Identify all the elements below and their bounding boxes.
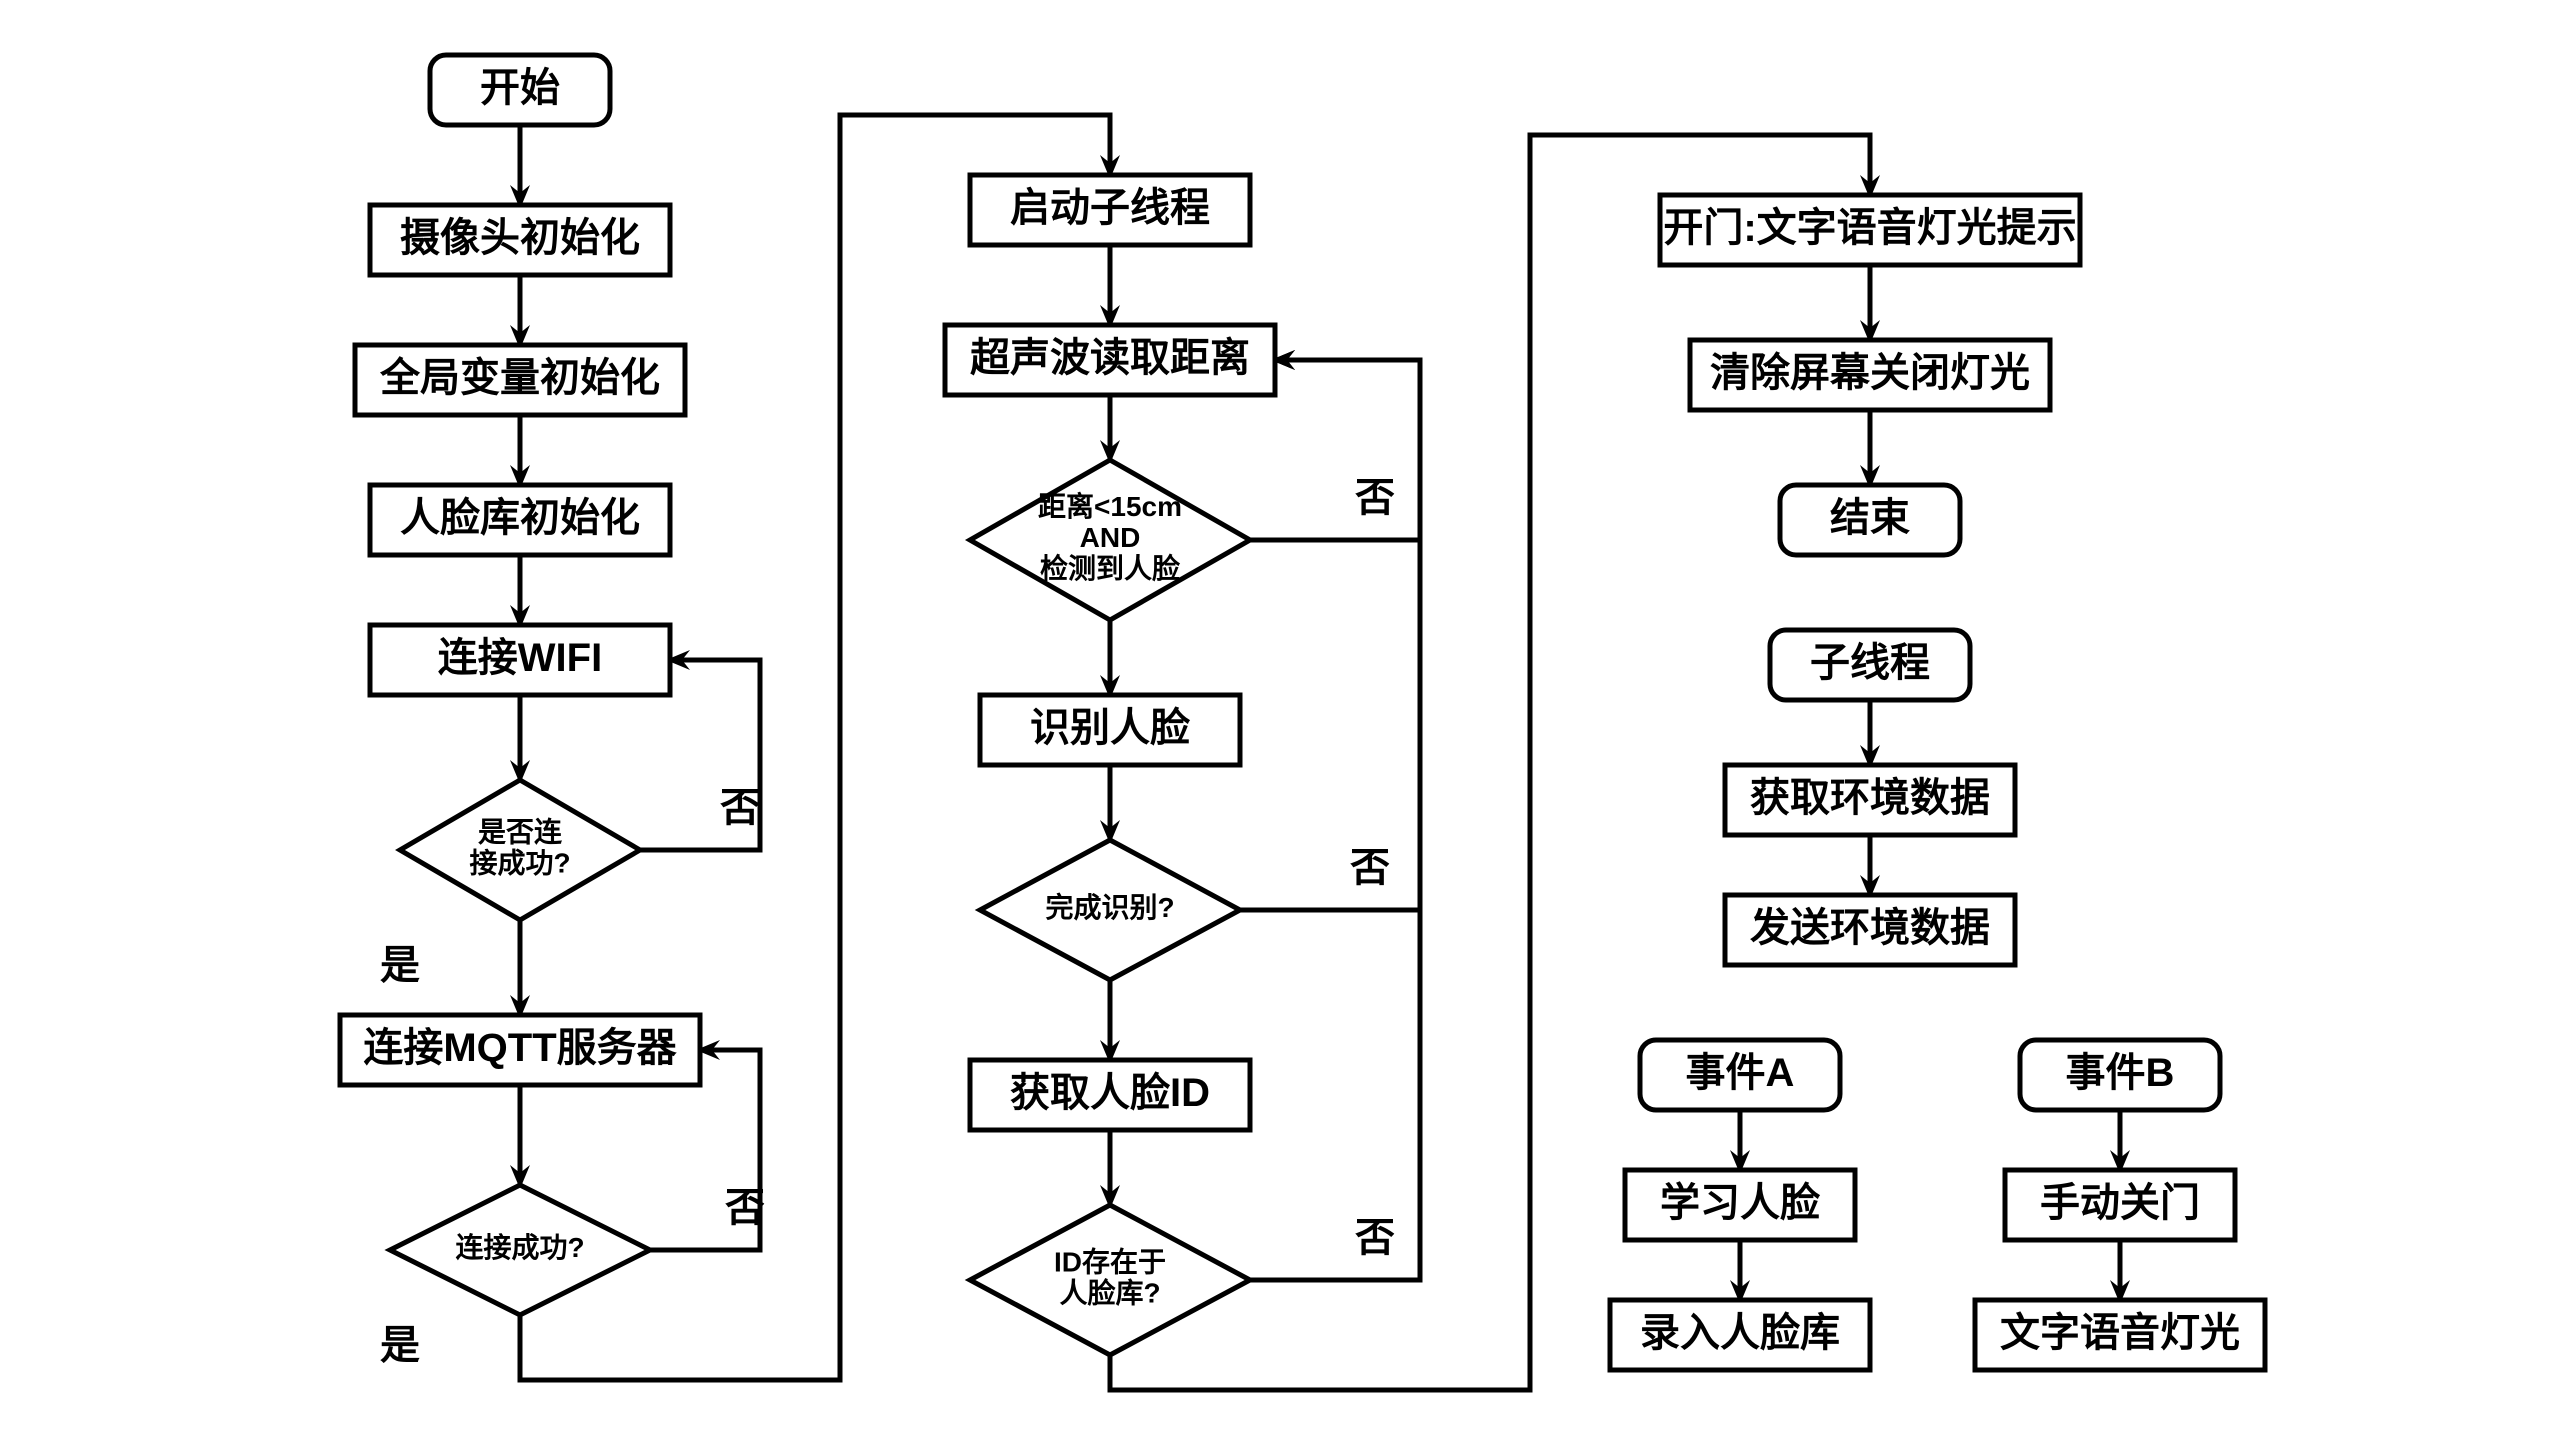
node-label-ultra: 超声波读取距离 xyxy=(970,336,1250,380)
node-label-getenv: 获取环境数据 xyxy=(1750,776,1990,820)
node-label-cam_init: 摄像头初始化 xyxy=(400,216,640,260)
node-label-closedoor: 手动关门 xyxy=(2040,1181,2200,1225)
node-label-open: 开门:文字语音灯光提示 xyxy=(1663,206,2076,250)
svg-text:否: 否 xyxy=(1350,846,1390,890)
node-label-recognize: 识别人脸 xyxy=(1030,706,1191,750)
node-label-subthread: 子线程 xyxy=(1810,641,1930,685)
node-label-eventB: 事件B xyxy=(2066,1051,2175,1095)
node-label-done: 完成识别? xyxy=(1045,891,1174,923)
node-label-getid: 获取人脸ID xyxy=(1010,1071,1210,1115)
svg-text:否: 否 xyxy=(1355,1216,1395,1260)
node-label-mqtt: 连接MQTT服务器 xyxy=(363,1026,677,1070)
node-label-learn: 学习人脸 xyxy=(1660,1181,1821,1225)
node-label-eventA: 事件A xyxy=(1686,1051,1795,1095)
flowchart-canvas: 是否否是否否否开始摄像头初始化全局变量初始化人脸库初始化连接WIFI是否连接成功… xyxy=(0,0,2560,1440)
node-label-thread: 启动子线程 xyxy=(1010,186,1210,230)
node-label-idexists: ID存在于人脸库? xyxy=(1054,1246,1166,1309)
svg-text:否: 否 xyxy=(1355,476,1395,520)
node-label-prompt: 文字语音灯光 xyxy=(2000,1311,2240,1355)
node-label-end: 结束 xyxy=(1830,496,1910,540)
node-label-face_init: 人脸库初始化 xyxy=(400,496,640,540)
node-label-wifi: 连接WIFI xyxy=(438,636,602,680)
node-label-mqtt_ok: 连接成功? xyxy=(455,1232,584,1263)
svg-text:否: 否 xyxy=(720,786,760,830)
node-label-record: 录入人脸库 xyxy=(1640,1311,1840,1355)
svg-text:是: 是 xyxy=(380,943,420,987)
svg-text:否: 否 xyxy=(725,1186,765,1230)
node-label-start: 开始 xyxy=(480,66,560,110)
svg-text:是: 是 xyxy=(380,1323,420,1367)
node-label-sendenv: 发送环境数据 xyxy=(1750,906,1990,950)
node-label-wifi_ok: 是否连接成功? xyxy=(469,817,570,879)
node-label-clear: 清除屏幕关闭灯光 xyxy=(1710,351,2030,395)
node-label-var_init: 全局变量初始化 xyxy=(379,355,660,400)
